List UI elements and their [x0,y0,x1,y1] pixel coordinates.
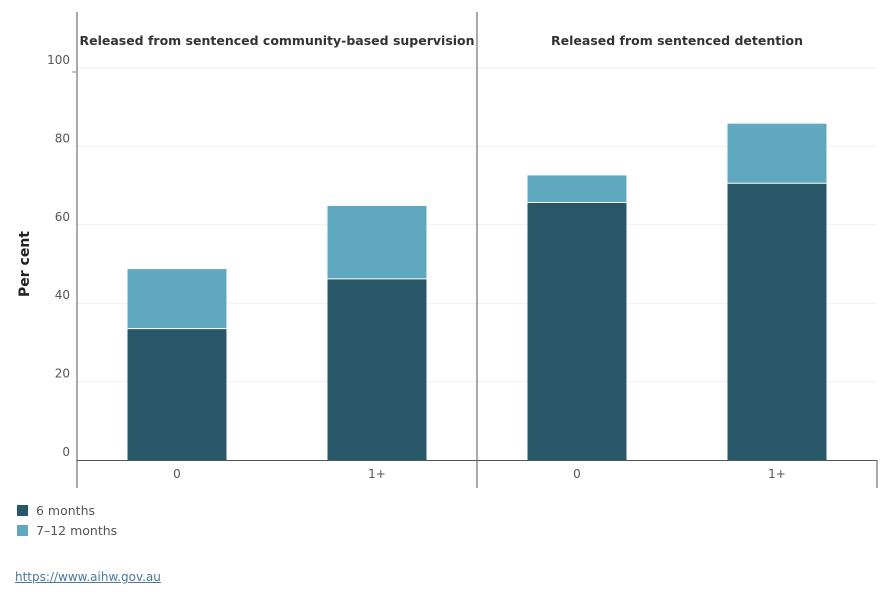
bar-p2-0-s1 [527,202,627,460]
y-tick-label-20: 20 [55,367,70,381]
bar-p2-1plus-s1 [727,183,827,461]
bar-p1-0-s1 [127,328,227,460]
bar-p1-1plus-s1 [327,278,427,460]
y-tick-label-80: 80 [55,131,70,145]
bar-p1-0-s2 [127,269,227,329]
x-tick-label-p1-0: 0 [173,467,181,481]
x-tick-label-p2-1plus: 1+ [768,467,786,481]
y-tick-label-0: 0 [62,445,70,459]
x-tick-label-p2-0: 0 [573,467,581,481]
legend-item-6-months[interactable]: 6 months [17,500,117,520]
bar-p2-0-s2 [527,175,627,203]
legend-label-6-months: 6 months [36,502,96,518]
legend-swatch-6-months [17,504,28,516]
legend-item-7-12-months[interactable]: 7–12 months [17,520,117,540]
bar-p1-1plus-s2 [327,205,427,279]
legend: 6 months 7–12 months [17,500,117,540]
y-tick-label-100: 100 [47,53,70,67]
y-axis-title: Per cent [17,231,33,297]
panel-title-2: Released from sentenced detention [551,33,803,48]
legend-label-7-12-months: 7–12 months [36,522,118,538]
y-tick-label-40: 40 [55,288,70,302]
source-link[interactable]: https://www.aihw.gov.au [15,570,161,584]
y-tick-label-60: 60 [55,210,70,224]
panel-title-1: Released from sentenced community-based … [79,33,474,48]
bar-p2-1plus-s2 [727,123,827,184]
x-tick-label-p1-1plus: 1+ [368,467,386,481]
legend-swatch-7-12-months [17,524,28,536]
